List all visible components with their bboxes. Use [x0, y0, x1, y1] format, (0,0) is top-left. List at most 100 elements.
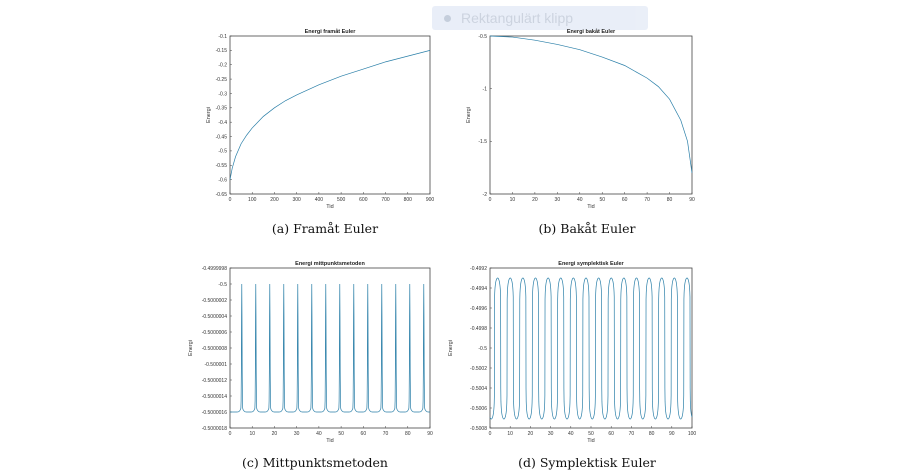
x-tick-label: 70 — [383, 431, 389, 437]
x-tick-label: 70 — [644, 197, 650, 203]
x-tick-label: 0 — [489, 197, 492, 203]
x-tick-label: 50 — [599, 197, 605, 203]
y-tick-label: -0.500001 — [204, 362, 227, 368]
series-line — [489, 277, 693, 420]
y-axis-label: Energi — [206, 107, 212, 123]
x-tick-label: 30 — [548, 431, 554, 437]
y-tick-label: -0.55 — [216, 163, 228, 169]
x-tick-label: 0 — [489, 431, 492, 437]
y-tick-label: -0.5004 — [470, 386, 487, 392]
y-tick-label: -0.5000002 — [202, 298, 228, 304]
series-line — [230, 283, 430, 413]
y-tick-label: -0.5000008 — [202, 346, 228, 352]
x-tick-label: 20 — [532, 197, 538, 203]
x-tick-label: 90 — [669, 431, 675, 437]
caption-bakat-euler: (b) Bakåt Euler — [538, 221, 636, 236]
x-tick-label: 70 — [629, 431, 635, 437]
x-tick-label: 600 — [359, 197, 368, 203]
y-tick-label: -0.4 — [218, 120, 227, 126]
x-tick-label: 60 — [622, 197, 628, 203]
x-tick-label: 0 — [229, 197, 232, 203]
plot-area — [489, 35, 693, 195]
record-dot-icon — [444, 14, 451, 22]
x-tick-label: 60 — [608, 431, 614, 437]
y-tick-label: -0.4999998 — [202, 266, 228, 272]
y-axis-label: Energi — [188, 340, 194, 356]
x-tick-label: 500 — [337, 197, 346, 203]
x-tick-label: 20 — [528, 431, 534, 437]
y-tick-label: -2 — [483, 192, 488, 198]
y-tick-label: -0.4994 — [470, 286, 487, 292]
x-tick-label: 40 — [568, 431, 574, 437]
y-tick-label: -0.4998 — [470, 326, 487, 332]
x-tick-label: 10 — [510, 197, 516, 203]
y-tick-label: -0.5000018 — [202, 426, 228, 432]
y-tick-label: -0.5008 — [470, 426, 487, 432]
x-tick-label: 80 — [405, 431, 411, 437]
caption-mittpunktsmetoden: (c) Mittpunktsmetoden — [242, 455, 388, 470]
rectangular-clip-overlay[interactable]: Rektangulärt klipp — [432, 6, 648, 30]
x-tick-label: 50 — [338, 431, 344, 437]
y-axis-label: Energi — [448, 340, 454, 356]
x-axis-label: Tid — [587, 204, 594, 210]
y-tick-label: -0.3 — [218, 91, 227, 97]
x-tick-label: 0 — [229, 431, 232, 437]
y-tick-label: -0.5000014 — [202, 394, 228, 400]
chart-title: Energi bakåt Euler — [567, 28, 616, 35]
y-tick-label: -0.5000016 — [202, 410, 228, 416]
chart-title: Energi symplektisk Euler — [558, 261, 624, 267]
y-tick-label: -0.5 — [478, 34, 487, 40]
x-tick-label: 90 — [427, 431, 433, 437]
x-axis-label: Tid — [326, 438, 333, 444]
caption-symplektisk-euler: (d) Symplektisk Euler — [518, 455, 656, 470]
y-tick-label: -0.5000012 — [202, 378, 228, 384]
x-tick-label: 10 — [249, 431, 255, 437]
y-tick-label: -0.5002 — [470, 366, 487, 372]
y-tick-label: -0.35 — [216, 106, 228, 112]
x-tick-label: 300 — [292, 197, 301, 203]
x-tick-label: 80 — [667, 197, 673, 203]
y-tick-label: -0.65 — [216, 192, 228, 198]
y-tick-label: -1.5 — [478, 139, 487, 145]
x-tick-label: 40 — [316, 431, 322, 437]
x-tick-label: 50 — [588, 431, 594, 437]
y-tick-label: -0.5006 — [470, 406, 487, 412]
y-tick-label: -0.15 — [216, 48, 228, 54]
x-tick-label: 900 — [426, 197, 435, 203]
x-tick-label: 60 — [361, 431, 367, 437]
x-tick-label: 90 — [689, 197, 695, 203]
y-tick-label: -0.5 — [218, 149, 227, 155]
x-tick-label: 40 — [577, 197, 583, 203]
caption-framat-euler: (a) Framåt Euler — [271, 221, 379, 236]
y-tick-label: -0.6 — [218, 177, 227, 183]
y-tick-label: -0.5 — [218, 282, 227, 288]
y-tick-label: -0.4992 — [470, 266, 487, 272]
y-tick-label: -0.45 — [216, 134, 228, 140]
chart-title: Energi framåt Euler — [305, 28, 357, 35]
x-tick-label: 400 — [315, 197, 324, 203]
series-line — [229, 50, 431, 180]
y-tick-label: -0.1 — [218, 34, 227, 40]
x-axis-label: Tid — [326, 204, 333, 210]
x-tick-label: 30 — [294, 431, 300, 437]
y-tick-label: -0.25 — [216, 77, 228, 83]
x-tick-label: 20 — [272, 431, 278, 437]
x-tick-label: 200 — [270, 197, 279, 203]
y-tick-label: -0.5000006 — [202, 330, 228, 336]
series-line — [489, 35, 693, 173]
overlay-label: Rektangulärt klipp — [461, 10, 574, 26]
y-tick-label: -0.4996 — [470, 306, 487, 312]
x-tick-label: 700 — [381, 197, 390, 203]
y-axis-label: Energi — [466, 107, 472, 123]
x-axis-label: Tid — [587, 438, 594, 444]
x-tick-label: 100 — [248, 197, 257, 203]
y-tick-label: -1 — [483, 86, 488, 92]
x-tick-label: 100 — [688, 431, 697, 437]
y-tick-label: -0.5 — [478, 346, 487, 352]
plot-area — [229, 35, 431, 195]
chart-title: Energi mittpunktsmetoden — [295, 261, 365, 267]
